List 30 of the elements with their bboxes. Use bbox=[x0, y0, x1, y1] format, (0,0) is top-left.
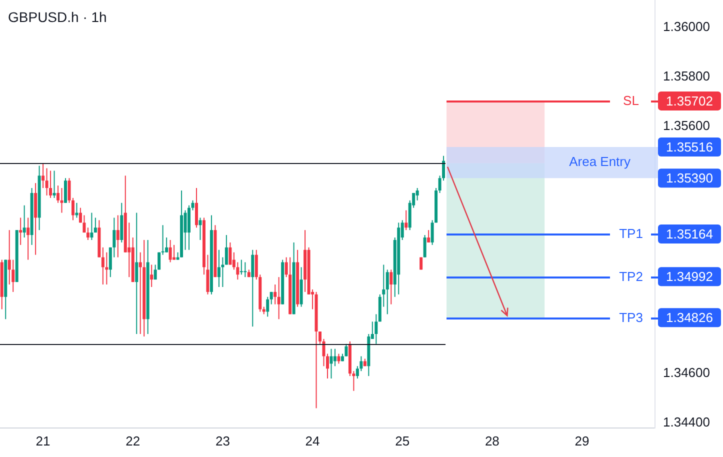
x-tick-label: 25 bbox=[395, 433, 410, 448]
x-tick-label: 23 bbox=[215, 433, 230, 448]
candlestick bbox=[240, 260, 243, 275]
ref-line-label: SL bbox=[623, 93, 639, 108]
text: GBPUSD.h · 1h bbox=[8, 9, 107, 25]
candlestick bbox=[161, 225, 164, 255]
x-tick-label: 24 bbox=[305, 433, 320, 448]
x-tick-label: 29 bbox=[574, 433, 590, 448]
ref-line-label: TP1 bbox=[619, 226, 643, 242]
x-tick-label: 22 bbox=[126, 433, 140, 448]
y-tick-label: 1.36000 bbox=[663, 18, 710, 34]
text: 1.35390 bbox=[666, 170, 713, 186]
text: 1.34826 bbox=[666, 310, 713, 326]
band-label: Area Entry bbox=[569, 154, 631, 170]
y-tick-label: 1.35800 bbox=[663, 68, 710, 84]
x-tick-label: 21 bbox=[36, 433, 50, 448]
candlestick bbox=[19, 218, 22, 245]
text: 1.35164 bbox=[666, 226, 713, 242]
y-tick-label: 1.35600 bbox=[663, 118, 710, 133]
ref-line-label: TP2 bbox=[619, 269, 643, 284]
candlestick bbox=[52, 170, 56, 198]
ref-line-label: TP3 bbox=[619, 310, 643, 326]
candlestick bbox=[60, 188, 64, 213]
x-tick-label: 28 bbox=[484, 433, 500, 448]
text: 1.34992 bbox=[666, 269, 713, 284]
text: 1.35702 bbox=[666, 94, 713, 109]
text: 1.35516 bbox=[666, 140, 713, 155]
y-tick-label: 1.34600 bbox=[663, 365, 710, 380]
y-tick-label: 1.34400 bbox=[663, 414, 710, 430]
candlestick bbox=[244, 262, 247, 278]
